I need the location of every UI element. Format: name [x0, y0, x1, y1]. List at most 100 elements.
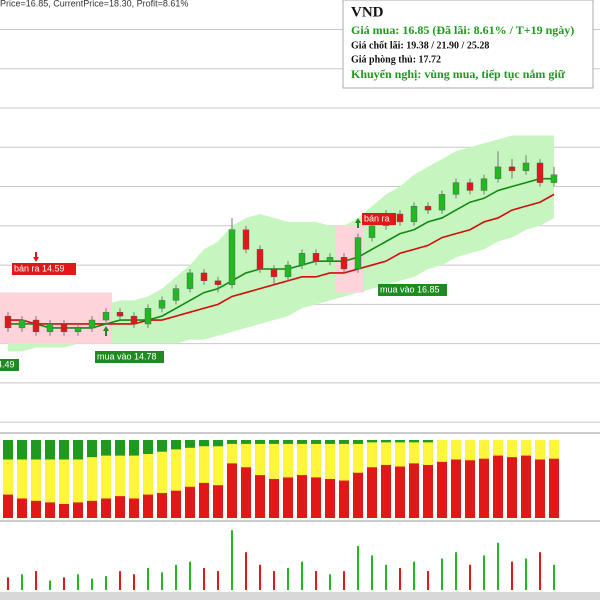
- candle-body: [550, 174, 558, 183]
- indicator-bar: [213, 485, 223, 518]
- candle-body: [256, 249, 264, 270]
- candle-body: [242, 229, 250, 250]
- candle-body: [200, 272, 208, 281]
- signal-arrow: [103, 326, 109, 336]
- volume-bar: [7, 577, 9, 590]
- indicator-bar: [73, 440, 83, 460]
- volume-bar: [301, 561, 303, 590]
- indicator-fill: [45, 440, 55, 518]
- candle-body: [354, 237, 362, 270]
- volume-bar: [35, 571, 37, 590]
- candle-body: [172, 288, 180, 301]
- indicator-bar: [297, 475, 307, 518]
- volume-bar: [371, 555, 373, 590]
- info-line: Khuyến nghị: vùng mua, tiếp tục nắm giữ: [351, 67, 566, 81]
- volume-bar: [413, 561, 415, 590]
- candle-body: [410, 205, 418, 223]
- indicator-bar: [199, 482, 209, 518]
- indicator-fill: [157, 440, 167, 518]
- volume-bar: [105, 576, 107, 590]
- info-line: Giá mua: 16.85 (Đã lãi: 8.61% / T+19 ngà…: [351, 23, 574, 37]
- signal-arrow: [355, 218, 361, 228]
- symbol: VND: [351, 4, 384, 20]
- indicator-bar: [255, 440, 265, 444]
- indicator-fill: [3, 440, 13, 518]
- indicator-bar: [409, 463, 419, 518]
- volume-bar: [245, 552, 247, 590]
- candle-body: [452, 182, 460, 195]
- volume-bar: [511, 561, 513, 590]
- indicator-bar: [269, 440, 279, 444]
- indicator-bar: [129, 498, 139, 518]
- indicator-bar: [227, 440, 237, 444]
- candle-body: [522, 162, 530, 172]
- volume-bar: [427, 571, 429, 590]
- indicator-fill: [199, 440, 209, 518]
- indicator-bar: [143, 440, 153, 455]
- volume-bar: [497, 542, 499, 590]
- volume-bar: [147, 567, 149, 590]
- volume-bar: [91, 578, 93, 590]
- candle-body: [508, 166, 516, 172]
- indicator-bar: [227, 463, 237, 518]
- volume-bar: [63, 577, 65, 590]
- candle-body: [46, 323, 54, 333]
- candle-body: [466, 182, 474, 191]
- candle-body: [88, 319, 96, 329]
- info-line: Giá chốt lãi: 19.38 / 21.90 / 25.28: [351, 40, 489, 51]
- indicator-bar: [465, 460, 475, 518]
- band: [8, 135, 554, 352]
- candle-body: [536, 162, 544, 183]
- scrollbar: [0, 592, 600, 600]
- candle-body: [18, 319, 26, 329]
- volume-bar: [203, 567, 205, 590]
- indicator-fill: [339, 440, 349, 518]
- indicator-bar: [3, 440, 13, 460]
- price-panel: bán ra 14.59 14.49 mua vào 14.78 bán ra mua …: [0, 28, 600, 590]
- indicator-bar: [535, 459, 545, 518]
- volume-bar: [399, 567, 401, 590]
- signal-badge: [12, 263, 76, 275]
- volume-bar: [231, 530, 233, 590]
- indicator-bar: [493, 455, 503, 518]
- volume-bar: [217, 571, 219, 590]
- indicator-bar: [59, 503, 69, 518]
- indicator-bar: [507, 457, 517, 518]
- indicator-bar: [17, 498, 27, 518]
- candle-body: [298, 253, 306, 266]
- volume-bar: [539, 552, 541, 590]
- candle-body: [214, 280, 222, 285]
- candle-body: [158, 300, 166, 309]
- info-box: VND Giá mua: 16.85 (Đã lãi: 8.61% / T+19…: [342, 0, 594, 89]
- indicator-bar: [45, 502, 55, 518]
- signal-badge: [0, 359, 19, 371]
- signal-badge: [362, 213, 396, 225]
- indicator-bar: [549, 458, 559, 518]
- indicator-bar: [311, 477, 321, 518]
- indicator-bar: [101, 498, 111, 518]
- indicator-bar: [269, 479, 279, 518]
- volume-bar: [469, 564, 471, 590]
- candle-body: [144, 308, 152, 325]
- candle-body: [480, 178, 488, 191]
- candle-body: [186, 272, 194, 289]
- indicator-bar: [171, 490, 181, 518]
- indicator-bar: [437, 461, 447, 518]
- volume-bar: [455, 552, 457, 590]
- signal-label: bán ra 14.59: [14, 263, 65, 273]
- indicator-bar: [255, 475, 265, 518]
- indicator-bar: [17, 440, 27, 460]
- indicator-bar: [157, 440, 167, 452]
- indicator-bar: [381, 464, 391, 518]
- indicator-fill: [143, 440, 153, 518]
- indicator-bar: [479, 458, 489, 518]
- indicator-bar: [157, 493, 167, 518]
- indicator-bar: [283, 477, 293, 518]
- indicator-fill: [87, 440, 97, 518]
- candle-body: [494, 166, 502, 179]
- indicator-bar: [31, 440, 41, 460]
- volume-bar: [287, 567, 289, 590]
- indicator-bar: [45, 440, 55, 460]
- indicator-fill: [17, 440, 27, 518]
